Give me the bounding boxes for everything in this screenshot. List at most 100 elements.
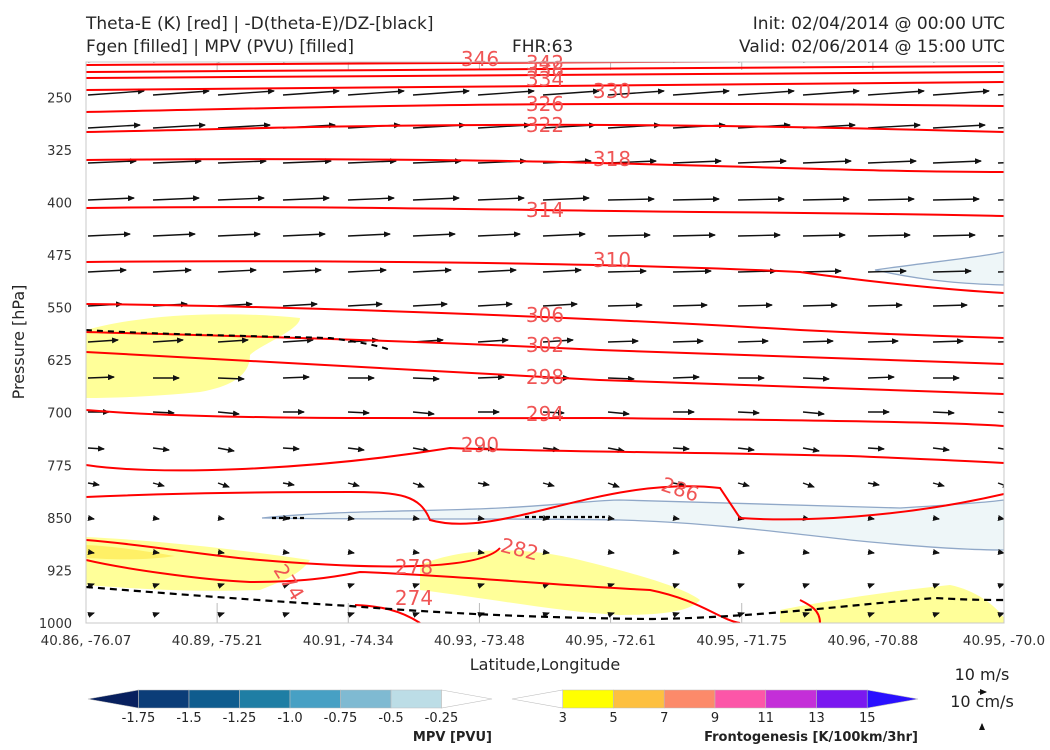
wind-vector	[347, 612, 355, 618]
wind-vector	[932, 88, 990, 96]
theta-e-contour	[86, 123, 1004, 133]
wind-vector	[997, 199, 1004, 201]
wind-vector	[412, 446, 430, 453]
wind-vector	[282, 612, 290, 618]
wind-vector	[803, 62, 812, 63]
contour-label: 342	[526, 51, 564, 75]
x-axis-label: Latitude,Longitude	[470, 655, 621, 674]
wind-vector	[282, 374, 310, 381]
wind-vector	[932, 481, 945, 488]
wind-vector	[932, 583, 940, 589]
x-tick-label: 40.96, -70.88	[827, 633, 918, 649]
wind-vector	[217, 267, 257, 274]
wind-vector	[932, 302, 968, 309]
wind-vector	[152, 583, 160, 589]
wind-vector	[152, 337, 184, 344]
forecast-hour: FHR:63	[512, 37, 574, 57]
wind-vector	[477, 231, 521, 238]
wind-vector	[672, 88, 730, 96]
wind-vector	[542, 301, 578, 308]
wind-vector	[217, 231, 261, 238]
wind-vector	[867, 88, 925, 96]
wind-vector	[607, 612, 615, 618]
wind-vector	[347, 158, 397, 165]
wind-vector	[282, 88, 340, 96]
wind-vector	[802, 410, 825, 417]
wind-vector	[87, 195, 135, 202]
theta-e-contour	[86, 62, 546, 66]
wind-vector	[802, 583, 810, 589]
y-tick-label: 700	[47, 407, 72, 422]
contour-label: 326	[526, 92, 564, 116]
wind-vector	[867, 122, 921, 129]
wind-vector	[867, 302, 903, 309]
wind-vector	[932, 268, 972, 275]
wind-vector	[867, 445, 885, 452]
x-tick-label: 40.95, -71.75	[696, 633, 787, 649]
wind-vector	[738, 62, 747, 63]
y-axis-label: Pressure [hPa]	[9, 285, 28, 400]
wind-vector	[87, 480, 100, 487]
wind-vector	[867, 583, 875, 589]
wind-vector	[152, 481, 165, 488]
wind-vector	[152, 409, 175, 416]
colorbar-segment	[289, 689, 341, 709]
x-tick-label: 40.91, -74.34	[303, 633, 394, 649]
wind-vector	[217, 515, 225, 521]
wind-vector	[867, 480, 880, 487]
wind-vector	[477, 583, 485, 589]
wind-vector	[217, 583, 225, 589]
wind-vector	[867, 612, 875, 618]
wind-vector	[412, 267, 452, 274]
wind-vector	[412, 88, 470, 96]
colorbar-segment	[390, 689, 442, 709]
theta-e-contour	[86, 158, 1004, 173]
wind-vector	[672, 612, 680, 618]
wind-vector	[607, 232, 651, 239]
wind-vector	[802, 612, 810, 618]
wind-vector	[347, 446, 365, 453]
wind-vector	[607, 375, 635, 382]
wind-vector	[737, 88, 795, 96]
contour-label: 310	[593, 248, 631, 272]
wind-vector	[802, 302, 838, 309]
fgen-fill-lower-center	[420, 550, 700, 615]
y-tick-label: 625	[47, 354, 72, 369]
wind-vector	[802, 158, 852, 165]
wind-vector	[217, 122, 271, 129]
y-tick-label: 550	[47, 302, 72, 317]
wind-vector	[217, 549, 225, 555]
contour-label: 334	[526, 67, 564, 91]
wind-vector	[152, 158, 202, 165]
wind-vector	[867, 338, 899, 345]
wind-vector	[477, 337, 509, 344]
wind-vector	[802, 268, 842, 275]
x-tick-label: 40.86, -76.07	[41, 633, 132, 649]
wind-vector	[997, 305, 1004, 307]
wind-vector	[347, 267, 387, 274]
contour-label: 338	[526, 57, 564, 81]
wind-vector	[152, 122, 206, 129]
wind-vector	[282, 337, 314, 344]
wind-vector	[867, 374, 895, 381]
wind-vector	[282, 231, 326, 238]
contour-label: 298	[526, 365, 564, 389]
wind-vector	[87, 583, 95, 589]
wind-vector	[412, 612, 420, 618]
y-axis-ticks: 250 325 400 475 550 625 700 775 850 925 1000	[39, 91, 72, 632]
wind-vector	[542, 337, 574, 344]
contour-label: 322	[526, 113, 564, 137]
wind-vector	[477, 195, 525, 202]
contour-label: 294	[526, 402, 564, 426]
wind-vector	[607, 515, 615, 521]
wind-vector	[672, 158, 722, 165]
wind-vector	[347, 195, 395, 202]
wind-vector	[672, 196, 720, 203]
wind-vector	[282, 195, 330, 202]
theta-e-contour	[86, 206, 1004, 217]
wind-vector	[672, 338, 704, 345]
theta-e-contour	[86, 485, 1004, 525]
wind-vector	[477, 374, 505, 381]
wind-vector	[87, 515, 95, 521]
